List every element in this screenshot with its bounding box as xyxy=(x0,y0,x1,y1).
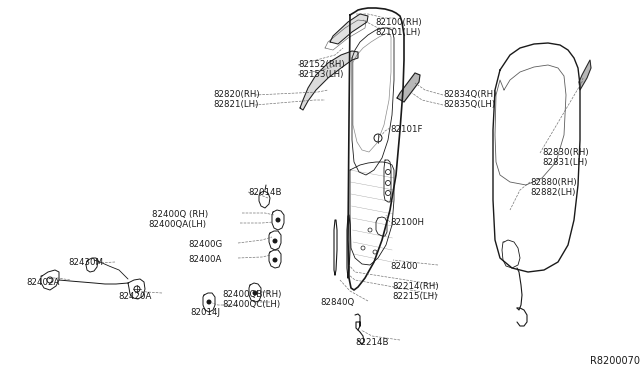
Text: 82400QA(LH): 82400QA(LH) xyxy=(148,220,206,229)
Text: 82014J: 82014J xyxy=(190,308,220,317)
Polygon shape xyxy=(330,14,368,44)
Text: 82420A: 82420A xyxy=(118,292,152,301)
Circle shape xyxy=(207,299,211,305)
Text: 82152(RH): 82152(RH) xyxy=(298,60,344,69)
Text: 82430M: 82430M xyxy=(68,258,103,267)
Text: 82400G: 82400G xyxy=(188,240,222,249)
Text: 82400QB(RH): 82400QB(RH) xyxy=(222,290,282,299)
Text: 82100H: 82100H xyxy=(390,218,424,227)
Text: 82840Q: 82840Q xyxy=(320,298,355,307)
Text: 82882(LH): 82882(LH) xyxy=(530,188,575,197)
Circle shape xyxy=(273,238,278,244)
Text: 82835Q(LH): 82835Q(LH) xyxy=(443,100,495,109)
Text: 82820(RH): 82820(RH) xyxy=(213,90,260,99)
Text: 82400QC(LH): 82400QC(LH) xyxy=(222,300,280,309)
Circle shape xyxy=(275,218,280,222)
Text: 82101F: 82101F xyxy=(390,125,422,134)
Polygon shape xyxy=(579,60,591,90)
Text: R8200070: R8200070 xyxy=(590,356,640,366)
Text: 82834Q(RH): 82834Q(RH) xyxy=(443,90,497,99)
Text: 82831(LH): 82831(LH) xyxy=(542,158,588,167)
Text: 82400: 82400 xyxy=(390,262,417,271)
Text: 82014B: 82014B xyxy=(248,188,282,197)
Circle shape xyxy=(273,257,278,263)
Text: 82400A: 82400A xyxy=(188,255,221,264)
Text: 82214(RH): 82214(RH) xyxy=(392,282,438,291)
Text: 82214B: 82214B xyxy=(355,338,388,347)
Text: 82880(RH): 82880(RH) xyxy=(530,178,577,187)
Polygon shape xyxy=(300,51,358,110)
Text: 82400Q (RH): 82400Q (RH) xyxy=(152,210,208,219)
Polygon shape xyxy=(397,73,420,102)
Circle shape xyxy=(253,291,257,295)
Text: 82101(LH): 82101(LH) xyxy=(375,28,420,37)
Text: 82215(LH): 82215(LH) xyxy=(392,292,437,301)
Text: 82821(LH): 82821(LH) xyxy=(213,100,259,109)
Text: 82153(LH): 82153(LH) xyxy=(298,70,344,79)
Text: 82100(RH): 82100(RH) xyxy=(375,18,422,27)
Text: 82402A: 82402A xyxy=(26,278,60,287)
Text: 82830(RH): 82830(RH) xyxy=(542,148,589,157)
